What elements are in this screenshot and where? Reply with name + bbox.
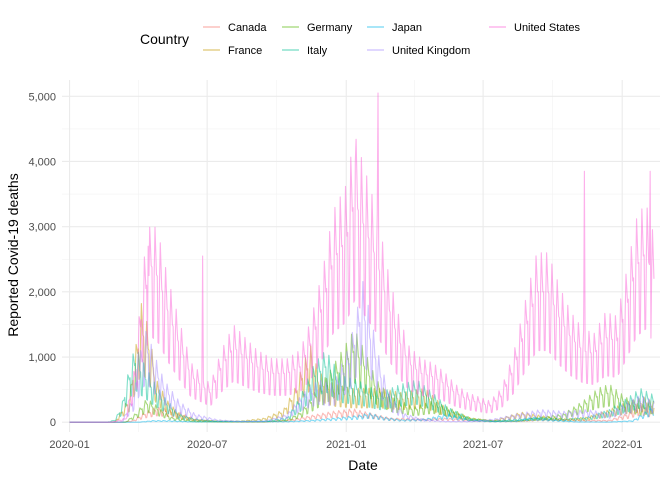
legend-label: Canada [228,22,267,34]
y-tick-label: 1,000 [28,352,56,364]
y-tick-label: 5,000 [28,91,56,103]
x-tick-labels: 2020-01 2020-07 2021-01 2021-07 2022-01 [49,439,642,451]
y-tick-label: 0 [50,417,56,429]
series-line-united-states [69,92,655,423]
series-layer [69,92,655,423]
y-axis-title: Reported Covid-19 deaths [5,173,21,336]
legend-item-united-states: United States [489,22,581,34]
legend-label: United States [514,22,581,34]
legend-title: Country [140,31,189,47]
series-line-japan [69,407,655,423]
y-tick-label: 3,000 [28,222,56,234]
y-tick-labels: 0 1,000 2,000 3,000 4,000 5,000 [28,91,56,429]
x-tick-label: 2021-07 [463,439,503,451]
x-tick-label: 2021-01 [326,439,366,451]
x-tick-label: 2020-07 [187,439,227,451]
legend-label: United Kingdom [392,45,470,57]
legend-item-germany: Germany [282,22,353,34]
series-line-united-kingdom [69,281,655,423]
legend-item-japan: Japan [367,22,422,34]
legend: Country Canada France Germany Italy Japan Unit… [140,22,581,57]
y-tick-label: 2,000 [28,287,56,299]
series-line-italy [69,351,655,423]
legend-label: Italy [307,45,328,57]
x-tick-label: 2022-01 [602,439,642,451]
legend-item-canada: Canada [203,22,267,34]
legend-item-italy: Italy [282,45,328,57]
legend-item-france: France [203,45,262,57]
x-axis-title: Date [348,457,378,473]
x-tick-label: 2020-01 [49,439,89,451]
legend-item-united-kingdom: United Kingdom [367,45,470,57]
y-tick-label: 4,000 [28,156,56,168]
legend-label: France [228,45,262,57]
legend-label: Japan [392,22,422,34]
legend-label: Germany [307,22,353,34]
